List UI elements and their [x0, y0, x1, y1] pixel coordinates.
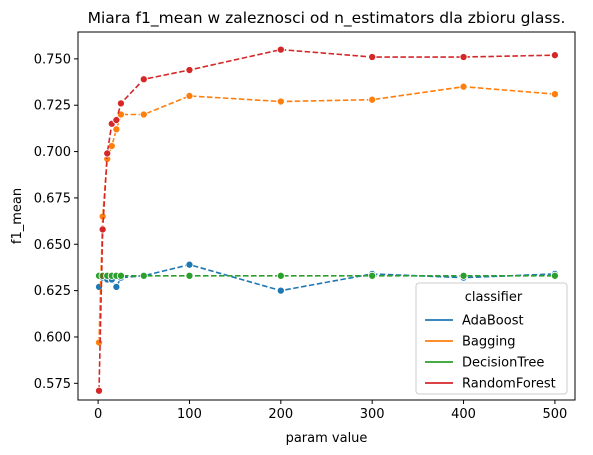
- x-tick-label: 400: [451, 407, 476, 422]
- data-point-randomforest: [94, 386, 104, 395]
- x-tick-label: 100: [177, 407, 202, 422]
- data-point-decisiontree: [459, 271, 468, 280]
- legend-entry-label: RandomForest: [462, 377, 556, 392]
- legend: classifier AdaBoost Bagging DecisionTree Ran…: [415, 282, 568, 395]
- x-tick-label: 0: [94, 407, 102, 422]
- data-point-randomforest: [116, 99, 125, 108]
- series-line-bagging: [98, 85, 555, 343]
- data-point-decisiontree: [368, 271, 377, 280]
- data-point-adaboost: [185, 260, 194, 269]
- legend-entry-label: Bagging: [462, 335, 516, 350]
- y-axis: 0.575 0.600 0.625 0.650 0.675 0.700 0.725 0.750: [34, 52, 78, 392]
- data-point-bagging: [185, 91, 194, 101]
- x-tick-label: 200: [268, 407, 293, 422]
- data-point-bagging: [550, 90, 559, 99]
- data-point-decisiontree: [139, 271, 148, 280]
- y-tick-label: 0.625: [34, 284, 71, 299]
- data-point-randomforest: [276, 45, 285, 54]
- data-point-randomforest: [98, 225, 107, 234]
- data-point-bagging: [139, 110, 148, 119]
- data-point-randomforest: [185, 65, 194, 75]
- data-point-randomforest: [112, 116, 121, 125]
- y-tick-label: 0.675: [34, 191, 71, 206]
- legend-entry-label: DecisionTree: [462, 356, 544, 371]
- data-point-randomforest: [103, 149, 112, 158]
- x-axis-label: param value: [286, 431, 368, 446]
- x-tick-label: 500: [542, 407, 567, 422]
- data-point-adaboost: [112, 282, 121, 291]
- data-point-bagging: [107, 141, 116, 151]
- data-point-decisiontree: [550, 271, 559, 280]
- data-point-randomforest: [550, 51, 559, 60]
- data-point-bagging: [112, 125, 121, 134]
- x-tick-label: 300: [360, 407, 385, 422]
- y-tick-label: 0.725: [34, 99, 71, 114]
- data-point-bagging: [276, 97, 285, 106]
- data-point-randomforest: [368, 52, 377, 62]
- data-point-randomforest: [139, 75, 148, 84]
- y-tick-label: 0.650: [34, 238, 71, 253]
- x-axis: 0 100 200 300 400 500: [94, 400, 567, 422]
- data-point-bagging: [459, 82, 468, 91]
- data-point-bagging: [94, 338, 104, 347]
- data-point-bagging: [368, 95, 377, 104]
- y-tick-label: 0.750: [34, 52, 71, 67]
- series-line-adaboost: [98, 263, 555, 292]
- data-point-adaboost: [276, 286, 285, 295]
- series-line-randomforest: [98, 48, 555, 391]
- data-point-decisiontree: [185, 271, 194, 280]
- legend-title: classifier: [465, 290, 523, 305]
- legend-entry-label: AdaBoost: [462, 314, 524, 329]
- data-point-decisiontree: [276, 271, 285, 280]
- series-layer: [94, 45, 559, 395]
- legend-box: [415, 282, 568, 395]
- y-tick-label: 0.600: [34, 330, 71, 345]
- chart-title: Miara f1_mean w zaleznosci od n_estimato…: [88, 9, 566, 28]
- data-point-decisiontree: [116, 271, 125, 280]
- data-point-randomforest: [459, 52, 468, 62]
- y-tick-label: 0.700: [34, 145, 71, 160]
- y-tick-label: 0.575: [34, 377, 71, 392]
- y-axis-label: f1_mean: [10, 188, 25, 244]
